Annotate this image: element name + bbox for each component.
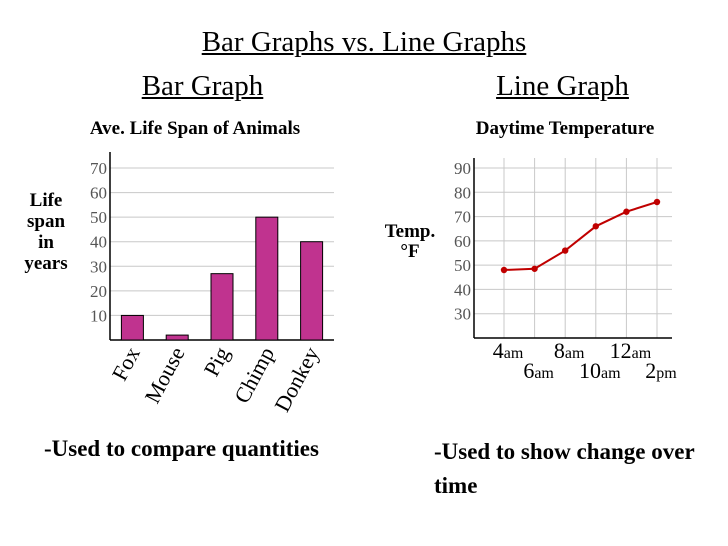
line-graph-note: -Used to show change over time [434,439,695,498]
line-ytick-label: 90 [454,159,471,178]
bar [300,241,324,341]
bar [210,273,234,341]
bar-chart-ylabel: Life span in years [16,190,76,274]
bar-ytick-label: 60 [90,184,107,203]
bar-category-label: Fox [107,343,145,385]
bar [165,334,189,341]
line-chart-title: Daytime Temperature [475,118,655,139]
line-ytick-label: 80 [454,183,471,202]
line-x-tick-label: 12am [610,338,652,363]
page-title: Bar Graphs vs. Line Graphs [201,26,527,58]
bar-category-label: Pig [199,343,235,381]
temperature-point [623,208,630,215]
line-x-tick-label: 10am [579,358,621,383]
bar-graph-note: -Used to compare quantities [44,436,319,461]
bar-ylabel-line: in [38,232,54,253]
temperature-point [562,247,569,254]
line-x-tick-label: 4am [493,338,524,363]
bar-ytick-label: 40 [90,233,107,252]
bar-ytick-label: 70 [90,159,107,178]
bar-ytick-label: 10 [90,306,107,325]
line-graph-heading: Line Graph [496,70,629,102]
bar-ylabel-line: years [24,253,68,274]
temperature-point [531,265,538,272]
line-ytick-label: 40 [454,280,471,299]
bar-ytick-label: 30 [90,257,107,276]
bar-ytick-label: 20 [90,282,107,301]
line-ylabel-line: Temp. [384,221,436,242]
bar-ylabel-line: span [26,211,66,232]
bar-category-label: Mouse [139,343,189,408]
temperature-point [500,266,508,274]
line-x-tick-label: 8am [554,338,585,363]
bar-ytick-label: 50 [90,208,107,227]
line-ytick-label: 70 [454,208,471,227]
bar-ylabel-line: Life [29,190,63,211]
line-chart-ylabel: Temp. °F [372,222,448,262]
temperature-point [653,198,661,206]
line-ylabel-line: °F [400,241,420,262]
bar-graph-heading: Bar Graph [141,70,264,102]
line-ytick-label: 30 [454,305,471,324]
temperature-line [503,201,658,271]
line-x-tick-label: 6am [523,358,554,383]
line-ytick-label: 60 [454,232,471,251]
line-ytick-label: 50 [454,256,471,275]
bar [255,216,279,341]
temperature-point [592,223,599,230]
bar-chart-title: Ave. Life Span of Animals [89,118,301,139]
bar [120,314,144,341]
line-x-tick-label: 2pm [645,358,677,383]
